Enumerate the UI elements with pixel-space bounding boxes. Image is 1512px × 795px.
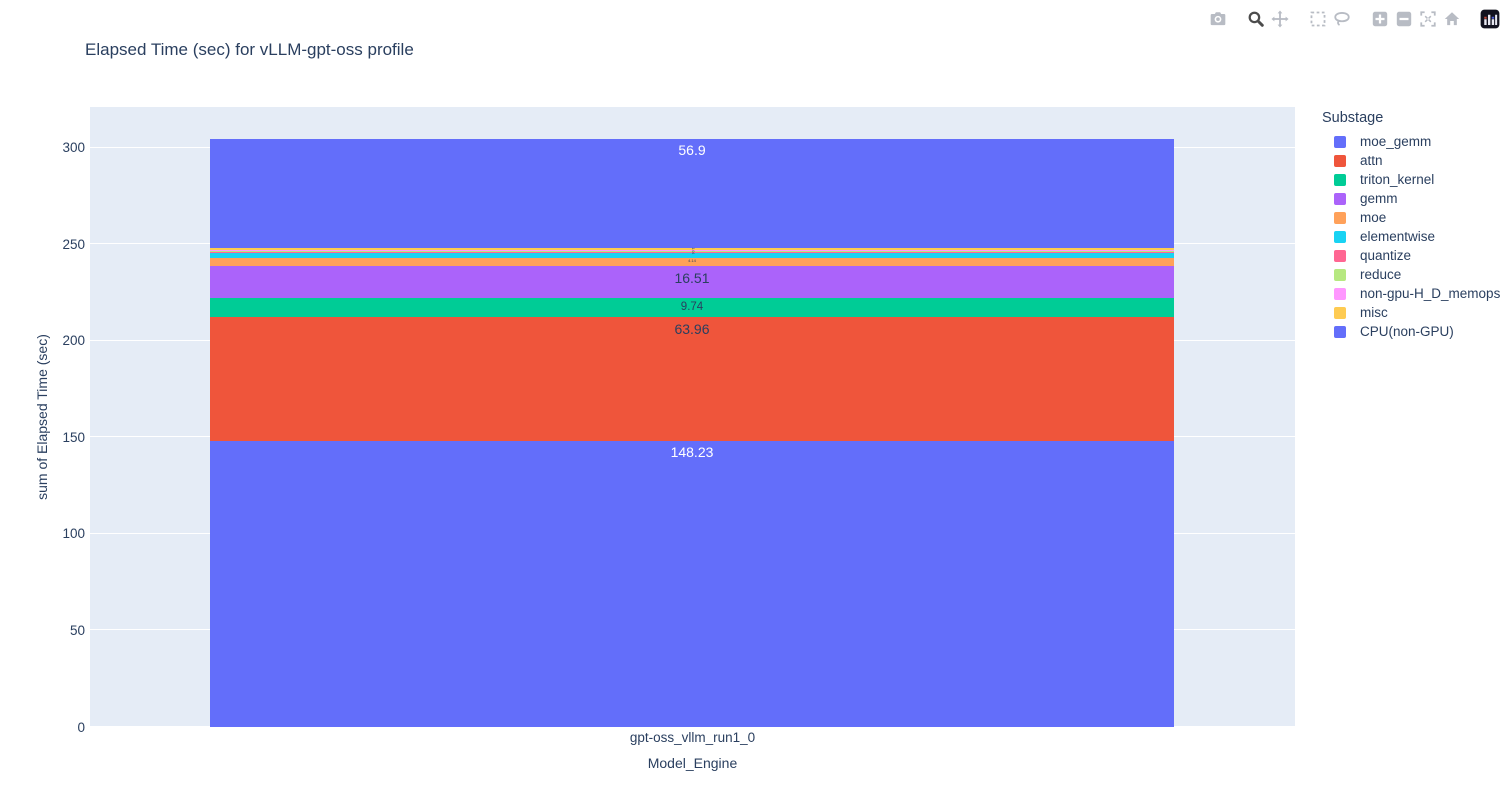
- y-tick-label-300: 300: [62, 140, 85, 156]
- zoom-out-icon: [1396, 11, 1412, 27]
- legend-swatch-icon: [1334, 249, 1346, 262]
- bar-segment-CPU(non-GPU)[interactable]: [210, 138, 1174, 249]
- legend-label: moe: [1360, 210, 1387, 225]
- lasso-icon: [1334, 12, 1350, 26]
- legend-item-misc[interactable]: misc: [1322, 303, 1500, 322]
- home-icon: [1444, 12, 1460, 26]
- x-category-label: gpt-oss_vllm_run1_0: [629, 730, 756, 745]
- legend-swatch-icon: [1334, 154, 1346, 167]
- camera-icon: [1210, 12, 1226, 26]
- y-tick-label-50: 50: [69, 622, 85, 638]
- download-png-button[interactable]: [1206, 8, 1230, 30]
- legend: Substage moe_gemm attn triton_kernel gemm mo…: [1322, 110, 1500, 341]
- y-tick-label-150: 150: [62, 429, 85, 445]
- legend-label: non-gpu-H_D_memops: [1360, 286, 1501, 301]
- y-tick-label-100: 100: [62, 526, 85, 542]
- magnifier-icon: [1248, 11, 1264, 27]
- box-select-icon: [1310, 11, 1326, 27]
- bar-segment-moe[interactable]: [210, 258, 1174, 267]
- pan-arrows-icon: [1271, 10, 1289, 28]
- legend-item-elementwise[interactable]: elementwise: [1322, 227, 1500, 246]
- bar-segment-elementwise[interactable]: [210, 253, 1174, 259]
- plotly-logo-icon: [1480, 9, 1500, 29]
- plotly-modebar: [1192, 8, 1502, 30]
- box-select-button[interactable]: [1306, 8, 1330, 30]
- legend-label: CPU(non-GPU): [1360, 324, 1454, 339]
- plot-area[interactable]: 148.23 63.96 9.74 16.51 4.14 1.04 56.9: [90, 107, 1295, 727]
- y-tick-label-200: 200: [62, 333, 85, 349]
- legend-label: triton_kernel: [1360, 172, 1435, 187]
- legend-swatch-icon: [1334, 192, 1346, 205]
- bar-segment-reduce[interactable]: [210, 251, 1174, 253]
- bar-segment-misc[interactable]: [210, 248, 1174, 251]
- x-axis-title: Model_Engine: [647, 755, 738, 771]
- bar-segment-quantize[interactable]: [210, 252, 1174, 254]
- legend-swatch-icon: [1334, 230, 1346, 243]
- y-axis-ticks: 0 50 100 150 200 250 300: [28, 107, 85, 734]
- legend-swatch-icon: [1334, 325, 1346, 338]
- bar-segment-moe_gemm[interactable]: [210, 440, 1174, 727]
- y-tick-label-0: 0: [77, 719, 85, 735]
- zoom-in-icon: [1372, 11, 1388, 27]
- autoscale-icon: [1420, 11, 1436, 27]
- bar-segment-gemm[interactable]: [210, 266, 1174, 299]
- legend-label: reduce: [1360, 267, 1402, 282]
- legend-item-moe_gemm[interactable]: moe_gemm: [1322, 132, 1500, 151]
- legend-title: Substage: [1322, 110, 1384, 126]
- legend-swatch-icon: [1334, 287, 1346, 300]
- legend-item-moe[interactable]: moe: [1322, 208, 1500, 227]
- autoscale-button[interactable]: [1416, 8, 1440, 30]
- plotly-logo-button[interactable]: [1478, 8, 1502, 30]
- legend-label: attn: [1360, 153, 1383, 168]
- legend-label: moe_gemm: [1360, 134, 1432, 149]
- legend-swatch-icon: [1334, 135, 1346, 148]
- zoom-out-button[interactable]: [1392, 8, 1416, 30]
- legend-item-reduce[interactable]: reduce: [1322, 265, 1500, 284]
- legend-item-attn[interactable]: attn: [1322, 151, 1500, 170]
- legend-label: quantize: [1360, 248, 1412, 263]
- x-axis-tick-label: gpt-oss_vllm_run1_0: [90, 730, 1295, 745]
- legend-swatch-icon: [1334, 306, 1346, 319]
- pan-button[interactable]: [1268, 8, 1292, 30]
- legend-item-CPU(non-GPU)[interactable]: CPU(non-GPU): [1322, 322, 1500, 341]
- legend-swatch-icon: [1334, 173, 1346, 186]
- zoom-in-button[interactable]: [1368, 8, 1392, 30]
- stacked-bar: [210, 107, 1174, 727]
- y-axis-title: sum of Elapsed Time (sec): [34, 334, 50, 500]
- legend-swatch-icon: [1334, 268, 1346, 281]
- bar-segment-non-gpu-H_D_memops[interactable]: [210, 250, 1174, 252]
- bar-segment-attn[interactable]: [210, 317, 1174, 441]
- reset-axes-button[interactable]: [1440, 8, 1464, 30]
- lasso-select-button[interactable]: [1330, 8, 1354, 30]
- legend-item-triton_kernel[interactable]: triton_kernel: [1322, 170, 1500, 189]
- legend-label: elementwise: [1360, 229, 1436, 244]
- zoom-button[interactable]: [1244, 8, 1268, 30]
- legend-item-non-gpu-H_D_memops[interactable]: non-gpu-H_D_memops: [1322, 284, 1500, 303]
- legend-item-quantize[interactable]: quantize: [1322, 246, 1500, 265]
- y-tick-label-250: 250: [62, 236, 85, 252]
- legend-label: gemm: [1360, 191, 1398, 206]
- chart-title: Elapsed Time (sec) for vLLM-gpt-oss prof…: [85, 40, 414, 59]
- legend-item-gemm[interactable]: gemm: [1322, 189, 1500, 208]
- bar-segment-triton_kernel[interactable]: [210, 298, 1174, 318]
- legend-swatch-icon: [1334, 211, 1346, 224]
- legend-label: misc: [1360, 305, 1388, 320]
